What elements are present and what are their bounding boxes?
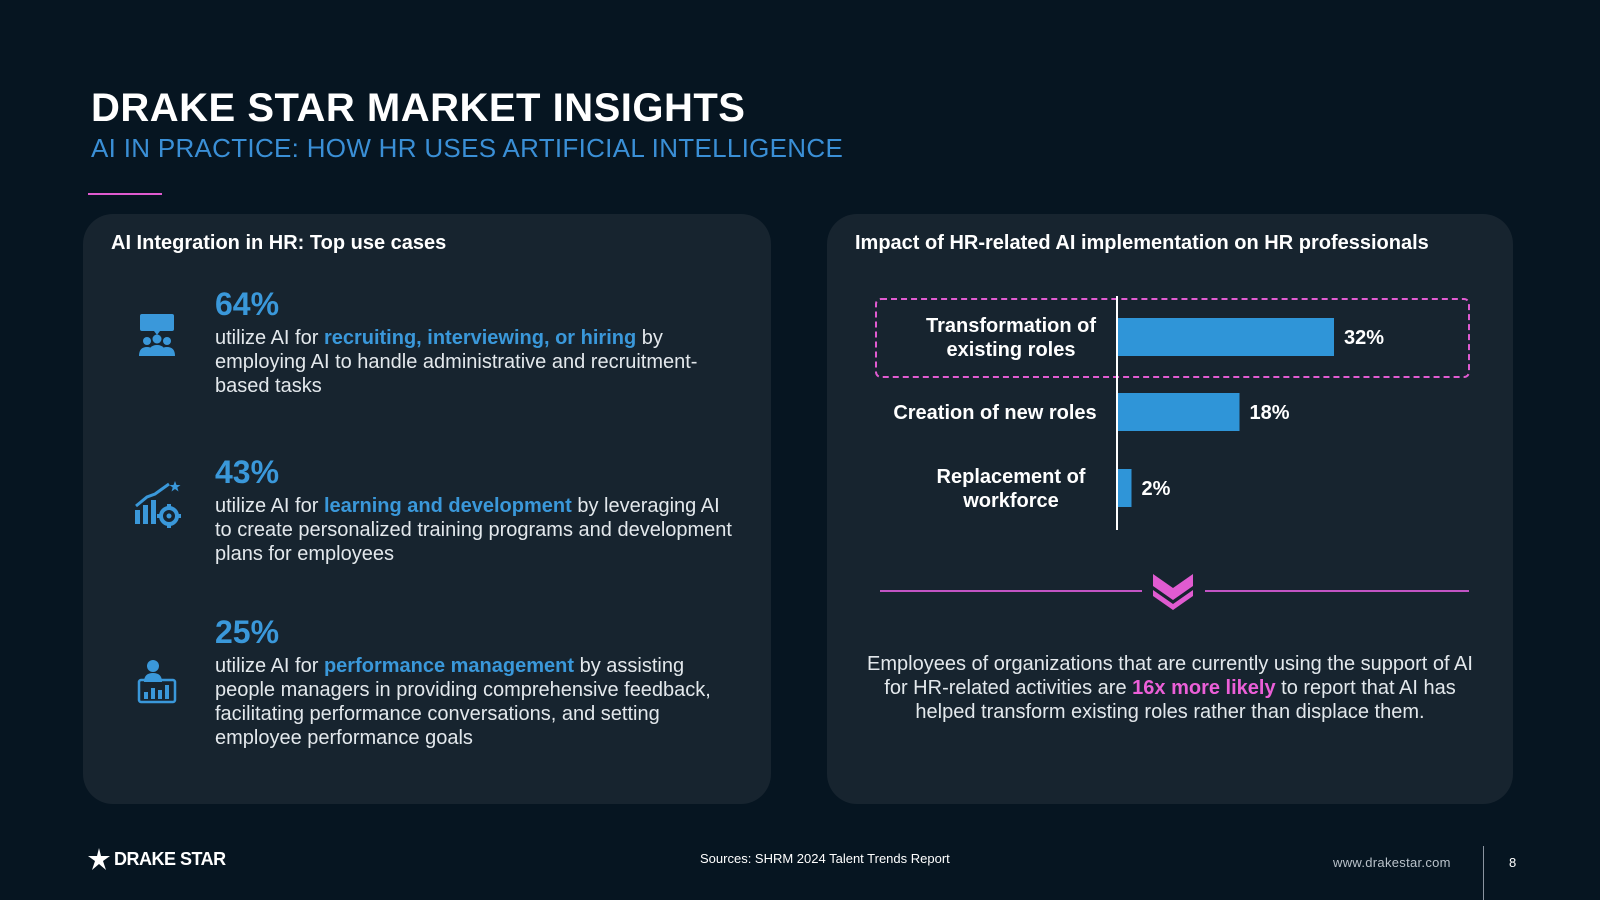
impact-bar-chart: 32% Transformation of existing roles 18% Cre… bbox=[893, 296, 1384, 530]
sources-text: Sources: SHRM 2024 Talent Trends Report bbox=[700, 851, 950, 866]
category-label: Transformation of existing roles bbox=[926, 315, 1096, 361]
star-logo-icon bbox=[88, 848, 110, 870]
divider-line bbox=[880, 590, 1142, 592]
title-accent-line bbox=[88, 193, 162, 195]
bar-value-label: 2% bbox=[1142, 478, 1171, 500]
stat-description: utilize AI for recruiting, interviewing,… bbox=[215, 327, 698, 397]
chart-bar bbox=[1118, 318, 1334, 356]
page-title: DRAKE STAR MARKET INSIGHTS bbox=[91, 86, 746, 130]
logo-text: DRAKE STAR bbox=[114, 848, 226, 869]
divider-line bbox=[1205, 590, 1469, 592]
page-subtitle: AI IN PRACTICE: HOW HR USES ARTIFICIAL I… bbox=[91, 133, 844, 163]
stat-description: utilize AI for performance management by… bbox=[215, 655, 711, 749]
highlight-callout-box bbox=[875, 298, 1470, 378]
drake-star-logo: DRAKE STAR bbox=[88, 848, 226, 870]
bar-value-label: 32% bbox=[1344, 327, 1384, 349]
stat-highlight: performance management bbox=[323, 655, 575, 677]
website-link[interactable]: www.drakestar.com bbox=[1333, 855, 1451, 870]
double-chevron-down-icon bbox=[1153, 574, 1193, 610]
team-presentation-icon bbox=[139, 314, 175, 356]
impact-heading: Impact of HR-related AI implementation o… bbox=[855, 232, 1429, 254]
stat-percent: 64% bbox=[215, 286, 280, 322]
use-cases-heading: AI Integration in HR: Top use cases bbox=[111, 232, 447, 254]
conclusion-text: Employees of organizations that are curr… bbox=[867, 653, 1473, 723]
growth-chart-gear-icon bbox=[135, 481, 181, 528]
stat-highlight: learning and development bbox=[323, 495, 572, 517]
use-cases-panel: AI Integration in HR: Top use cases 64% … bbox=[83, 214, 771, 804]
chart-bar bbox=[1118, 393, 1240, 431]
stat-percent: 25% bbox=[215, 614, 280, 650]
footer-separator bbox=[1483, 846, 1484, 900]
category-label: Replacement of workforce bbox=[937, 466, 1086, 512]
stat-description: utilize AI for learning and development … bbox=[215, 495, 732, 565]
stat-highlight: recruiting, interviewing, or hiring bbox=[323, 327, 637, 349]
page-number: 8 bbox=[1509, 855, 1517, 870]
chart-bar bbox=[1118, 469, 1132, 507]
impact-panel: Impact of HR-related AI implementation o… bbox=[827, 214, 1513, 804]
conclusion-highlight: 16x more likely bbox=[1132, 677, 1276, 699]
bar-value-label: 18% bbox=[1250, 402, 1290, 424]
performance-report-icon bbox=[137, 660, 177, 704]
stat-percent: 43% bbox=[215, 454, 280, 490]
category-label: Creation of new roles bbox=[893, 402, 1096, 424]
